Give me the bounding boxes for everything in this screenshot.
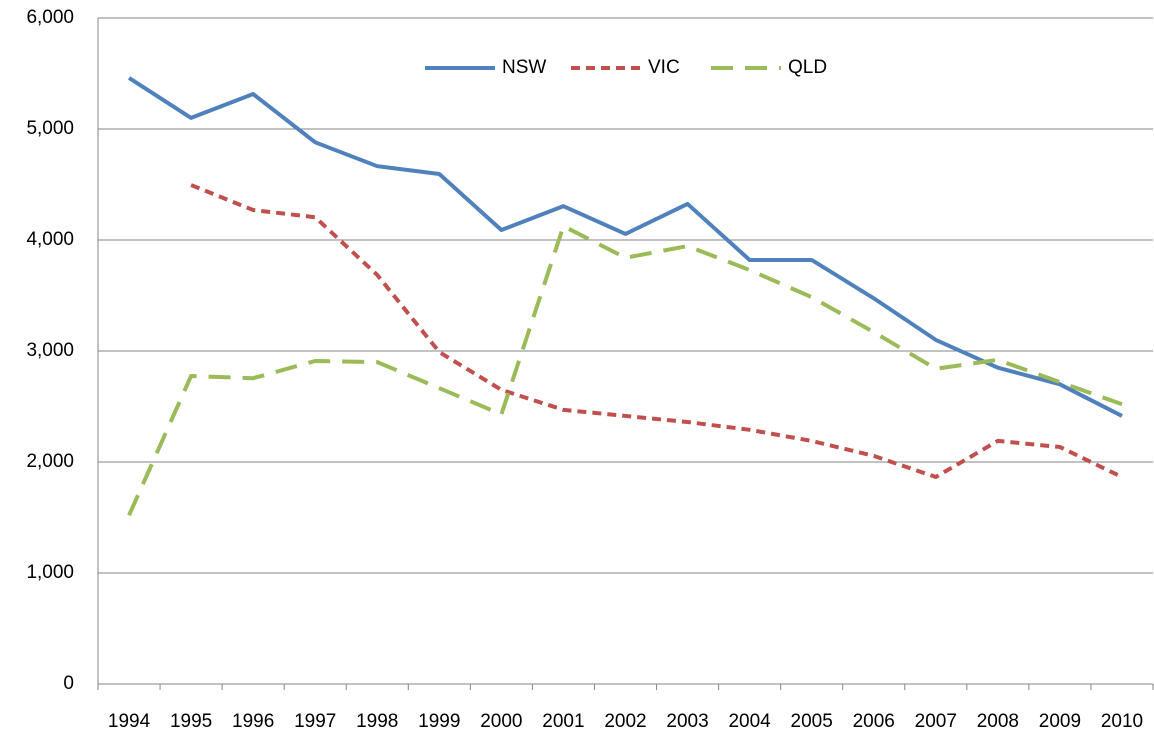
x-tick-label: 1997 <box>294 711 336 732</box>
y-tick-label: 4,000 <box>26 229 74 250</box>
y-tick-label: 2,000 <box>26 451 74 472</box>
x-tick-label: 2003 <box>666 711 708 732</box>
legend-label: NSW <box>502 57 546 78</box>
x-tick-label: 2000 <box>480 711 522 732</box>
x-tick-label: 2008 <box>977 711 1019 732</box>
x-tick-label: 2005 <box>791 711 833 732</box>
series-line <box>190 183 1123 479</box>
x-tick-label: 2007 <box>915 711 957 732</box>
x-tick-label: 2009 <box>1039 711 1081 732</box>
legend-label: QLD <box>788 57 827 78</box>
x-tick-label: 1999 <box>418 711 460 732</box>
series-line <box>127 76 1123 418</box>
x-tick-label: 2010 <box>1101 711 1143 732</box>
x-tick-label: 1994 <box>108 711 151 732</box>
x-tick-label: 1998 <box>356 711 398 732</box>
y-tick-label: 5,000 <box>26 118 74 139</box>
series-line <box>127 224 1123 517</box>
x-tick-label: 2006 <box>853 711 895 732</box>
y-tick-label: 0 <box>63 673 74 694</box>
x-tick-label: 1995 <box>170 711 212 732</box>
x-tick-label: 2002 <box>604 711 646 732</box>
x-tick-label: 2004 <box>728 711 771 732</box>
y-tick-label: 3,000 <box>26 340 74 361</box>
y-tick-label: 1,000 <box>26 562 74 583</box>
y-tick-label: 6,000 <box>26 7 74 28</box>
legend-label: VIC <box>648 57 680 78</box>
x-tick-label: 2001 <box>542 711 584 732</box>
x-tick-label: 1996 <box>232 711 274 732</box>
